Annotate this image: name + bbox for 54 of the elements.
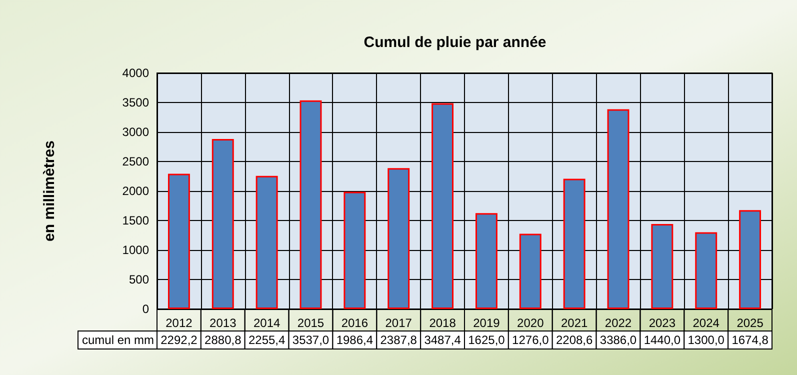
data-label: 2255,4 [248,333,286,347]
x-tick-label: 2024 [692,316,720,330]
data-label: 2387,8 [380,333,418,347]
bar [519,234,542,309]
x-tick-label: 2022 [604,316,632,330]
bar [388,168,410,309]
bar [739,210,762,309]
y-tick-label: 1500 [122,214,150,228]
data-label: 3487,4 [424,333,462,347]
data-label: 1674,8 [732,333,769,347]
x-tick-label: 2014 [253,316,280,330]
x-tick-label: 2012 [166,316,193,330]
bar [607,109,630,309]
chart-title: Cumul de pluie par année [364,34,546,51]
x-tick-label: 2020 [517,316,544,330]
bar [300,100,322,309]
data-label: 1440,0 [644,333,681,347]
x-tick-label: 2019 [473,316,500,330]
y-tick-label: 2000 [122,184,150,198]
data-label: 3537,0 [292,333,330,347]
y-tick-label: 2500 [122,154,150,168]
data-label: 2208,6 [556,333,593,347]
data-label: 3386,0 [600,333,637,347]
x-tick-label: 2021 [560,316,588,330]
y-tick-label: 3500 [122,96,150,110]
data-label: 1300,0 [688,333,725,347]
bar [168,174,190,309]
x-tick-label: 2013 [210,316,237,330]
bar [695,232,718,309]
data-label: 2880,8 [204,333,242,347]
bar [256,176,278,309]
bar [563,178,586,309]
x-tick-label: 2018 [429,316,456,330]
x-tick-label: 2016 [341,316,368,330]
data-label: 2292,2 [160,333,198,347]
y-axis-title: en millimètres [41,140,58,242]
data-label: 1986,4 [336,333,374,347]
bar [475,213,498,309]
text: cumul en mm [82,333,154,347]
y-tick-label: 500 [128,272,150,286]
x-tick-label: 2017 [385,316,412,330]
y-tick-label: 0 [142,302,150,316]
x-tick-label: 2025 [736,316,764,330]
bar [344,192,366,309]
y-tick-label: 4000 [122,66,150,80]
bar [651,224,674,309]
x-tick-label: 2023 [648,316,676,330]
bar [212,139,234,309]
x-tick-label: 2015 [297,316,324,330]
bar [432,103,454,309]
y-tick-label: 3000 [122,125,150,139]
y-tick-label: 1000 [122,243,150,257]
data-label: 1276,0 [512,333,550,347]
data-label: 1625,0 [468,333,506,347]
